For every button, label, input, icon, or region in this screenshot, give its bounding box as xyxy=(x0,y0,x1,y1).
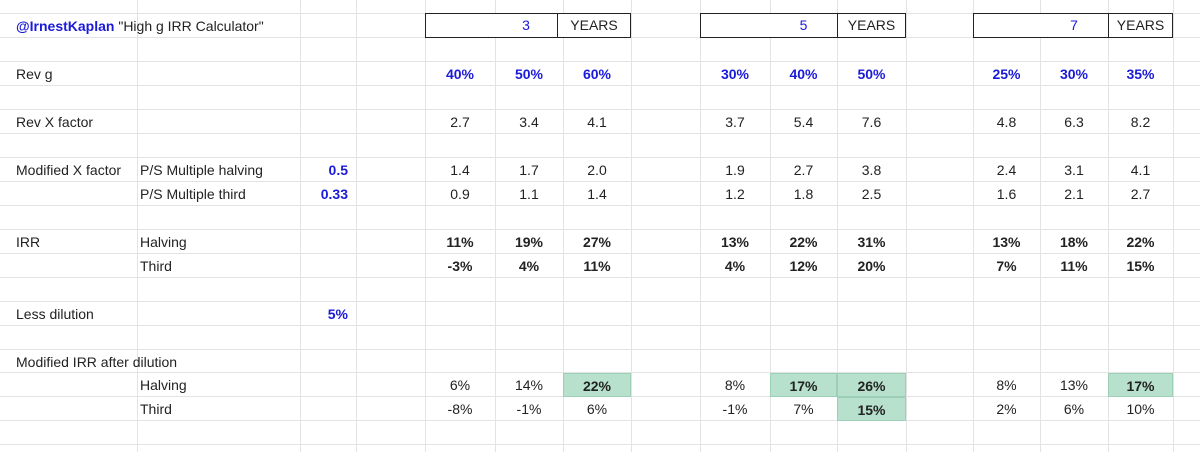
mirr-third-cell: 6% xyxy=(586,401,608,417)
mod-x-third-cell: 2.1 xyxy=(1064,186,1084,202)
irr-halving-cell: 22% xyxy=(789,234,818,250)
mod-x-halving-cell: 1.7 xyxy=(519,162,539,178)
mirr-third-cell: -8% xyxy=(447,401,473,417)
irr-third-cell: 15% xyxy=(1126,258,1155,274)
irr-halving-cell: 13% xyxy=(720,234,750,250)
mod-x-halving-cell: 2.4 xyxy=(996,162,1017,178)
mirr-third-cell: 15% xyxy=(837,397,906,421)
mod-x-halving-cell: 2.7 xyxy=(793,162,814,178)
irr-halving-cell: 31% xyxy=(857,234,886,250)
label-rev-x-factor: Rev X factor xyxy=(16,114,94,130)
horizon-years-value[interactable]: 5 xyxy=(799,17,808,33)
horizon-years-label: YEARS xyxy=(570,17,618,33)
rev-x-cell: 2.7 xyxy=(450,114,470,130)
mirr-halving-cell: 14% xyxy=(514,377,544,393)
mirr-halving-cell: 8% xyxy=(996,377,1017,393)
mod-x-halving-cell: 1.9 xyxy=(725,162,745,178)
irr-halving-cell: 27% xyxy=(582,234,612,250)
irr-third-cell: 11% xyxy=(1060,258,1088,274)
calculator-name: "High g IRR Calculator" xyxy=(118,18,264,34)
label-irr: IRR xyxy=(16,234,41,250)
rev-g-cell[interactable]: 30% xyxy=(720,66,750,82)
label-modified-irr: Modified IRR after dilution xyxy=(16,354,178,370)
mod-x-third-cell: 1.4 xyxy=(587,186,607,202)
mirr-halving-cell: 17% xyxy=(1108,373,1173,397)
rev-g-cell[interactable]: 60% xyxy=(582,66,612,82)
mirr-third-cell: 7% xyxy=(793,401,814,417)
horizon-years-value[interactable]: 3 xyxy=(522,17,530,33)
rev-x-cell: 3.7 xyxy=(725,114,745,130)
rev-x-cell: 5.4 xyxy=(793,114,814,130)
rev-g-cell[interactable]: 50% xyxy=(857,66,886,82)
mirr-halving-cell: 8% xyxy=(724,377,746,393)
irr-halving-cell: 22% xyxy=(1126,234,1155,250)
author-handle: @IrnestKaplan xyxy=(16,18,115,34)
ps-third-input[interactable]: 0.33 xyxy=(320,186,348,202)
mod-x-halving-cell: 3.8 xyxy=(861,162,882,178)
mod-x-third-cell: 1.6 xyxy=(996,186,1017,202)
irr-third-cell: 7% xyxy=(996,258,1017,274)
mirr-third-cell: 10% xyxy=(1126,401,1155,417)
label-mirr-third: Third xyxy=(140,401,172,417)
label-ps-halving: P/S Multiple halving xyxy=(140,162,263,178)
mod-x-third-cell: 2.5 xyxy=(861,186,882,202)
label-less-dilution: Less dilution xyxy=(16,306,94,322)
mirr-halving-cell: 6% xyxy=(449,377,471,393)
rev-g-cell[interactable]: 40% xyxy=(445,66,475,82)
mirr-third-cell: 6% xyxy=(1063,401,1085,417)
ps-halving-input[interactable]: 0.5 xyxy=(328,162,348,178)
mod-x-third-cell: 0.9 xyxy=(450,186,470,202)
mirr-third-cell: -1% xyxy=(516,401,542,417)
rev-x-cell: 7.6 xyxy=(861,114,882,130)
irr-third-cell: 11% xyxy=(583,258,611,274)
irr-third-cell: 4% xyxy=(724,258,746,274)
mirr-third-cell: -1% xyxy=(722,401,748,417)
mod-x-halving-cell: 2.0 xyxy=(587,162,607,178)
mod-x-third-cell: 1.8 xyxy=(793,186,814,202)
mod-x-halving-cell: 4.1 xyxy=(1130,162,1151,178)
label-mirr-halving: Halving xyxy=(140,377,187,393)
dilution-input[interactable]: 5% xyxy=(327,306,348,322)
mod-x-third-cell: 2.7 xyxy=(1130,186,1151,202)
rev-g-cell[interactable]: 25% xyxy=(992,66,1021,82)
irr-halving-cell: 18% xyxy=(1059,234,1089,250)
horizon-years-value[interactable]: 7 xyxy=(1070,17,1078,33)
rev-g-cell[interactable]: 35% xyxy=(1126,66,1155,82)
irr-halving-cell: 13% xyxy=(992,234,1021,250)
irr-third-cell: -3% xyxy=(447,258,473,274)
mod-x-third-cell: 1.2 xyxy=(725,186,745,202)
mod-x-halving-cell: 1.4 xyxy=(450,162,470,178)
rev-x-cell: 3.4 xyxy=(519,114,539,130)
horizon-years-label: YEARS xyxy=(847,17,896,33)
rev-g-cell[interactable]: 40% xyxy=(789,66,818,82)
rev-g-cell[interactable]: 50% xyxy=(514,66,544,82)
mirr-third-cell: 2% xyxy=(996,401,1017,417)
label-irr-third: Third xyxy=(140,258,172,274)
rev-x-cell: 6.3 xyxy=(1064,114,1084,130)
mirr-halving-cell: 22% xyxy=(563,373,631,397)
label-irr-halving: Halving xyxy=(140,234,187,250)
label-ps-third: P/S Multiple third xyxy=(140,186,246,202)
label-modified-x-factor: Modified X factor xyxy=(16,162,122,178)
rev-x-cell: 4.8 xyxy=(996,114,1017,130)
irr-third-cell: 12% xyxy=(789,258,818,274)
label-rev-g: Rev g xyxy=(16,66,53,82)
horizon-years-label: YEARS xyxy=(1116,17,1165,33)
rev-g-cell[interactable]: 30% xyxy=(1059,66,1089,82)
irr-halving-cell: 19% xyxy=(514,234,544,250)
irr-halving-cell: 11% xyxy=(446,234,474,250)
rev-x-cell: 4.1 xyxy=(587,114,607,130)
mod-x-halving-cell: 3.1 xyxy=(1064,162,1084,178)
mirr-halving-cell: 17% xyxy=(770,373,837,397)
irr-third-cell: 4% xyxy=(518,258,540,274)
irr-third-cell: 20% xyxy=(857,258,886,274)
mirr-halving-cell: 13% xyxy=(1059,377,1089,393)
sheet-title: @IrnestKaplan "High g IRR Calculator" xyxy=(0,14,420,38)
mod-x-third-cell: 1.1 xyxy=(519,186,539,202)
rev-x-cell: 8.2 xyxy=(1130,114,1151,130)
mirr-halving-cell: 26% xyxy=(837,373,906,397)
